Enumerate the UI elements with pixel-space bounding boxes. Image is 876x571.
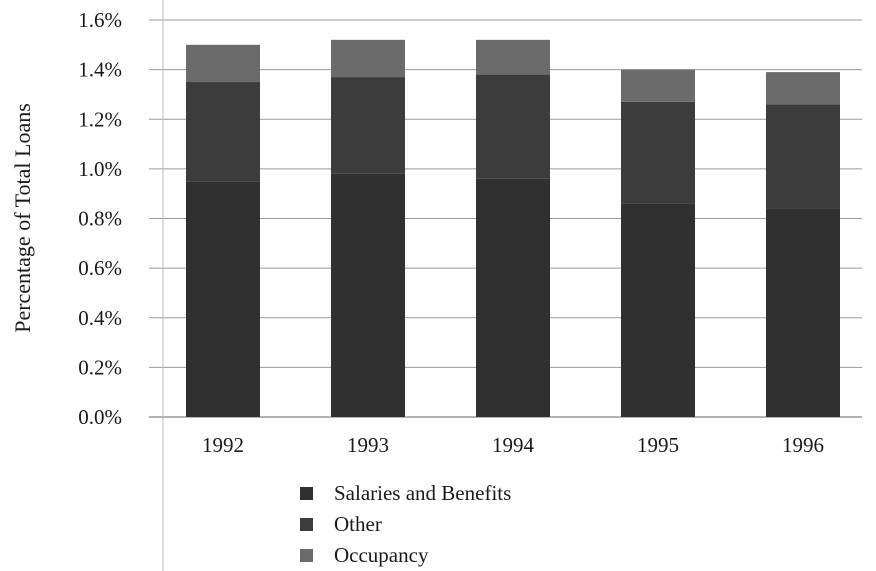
bars: [186, 39, 840, 417]
y-tick-label: 0.8%: [78, 207, 122, 231]
y-tick-label: 1.2%: [78, 107, 122, 131]
y-tick-label: 1.0%: [78, 157, 122, 181]
bar-occupancy-1994: [476, 39, 550, 75]
legend-swatch-occupancy: [300, 549, 313, 562]
bar-other-1992: [186, 82, 260, 182]
bar-occupancy-1996: [766, 72, 840, 105]
legend-label-occupancy: Occupancy: [334, 543, 429, 567]
legend-swatch-salaries: [300, 487, 313, 500]
legend-swatch-other: [300, 518, 313, 531]
bar-other-1993: [331, 77, 405, 174]
y-tick-label: 1.6%: [78, 8, 122, 32]
bar-salaries-1993: [331, 173, 405, 417]
legend-item-occupancy: Occupancy: [300, 540, 511, 571]
y-tick-label: 0.0%: [78, 405, 122, 429]
y-tick-label: 0.6%: [78, 256, 122, 280]
x-tick-label: 1995: [637, 433, 679, 457]
bar-occupancy-1993: [331, 39, 405, 78]
x-tick-label: 1996: [782, 433, 824, 457]
legend-label-salaries: Salaries and Benefits: [334, 481, 512, 505]
bar-salaries-1992: [186, 181, 260, 417]
x-tick-label: 1992: [202, 433, 244, 457]
y-tick-label: 1.4%: [78, 58, 122, 82]
bar-other-1996: [766, 104, 840, 209]
bar-occupancy-1992: [186, 44, 260, 83]
y-axis-title: Percentage of Total Loans: [10, 103, 35, 333]
x-axis-tick-labels: 1992 1993 1994 1995 1996: [202, 433, 824, 457]
y-tick-label: 0.2%: [78, 355, 122, 379]
x-tick-label: 1993: [347, 433, 389, 457]
x-tick-label: 1994: [492, 433, 535, 457]
bar-salaries-1996: [766, 208, 840, 417]
bar-salaries-1994: [476, 178, 550, 417]
legend: Salaries and Benefits Other Occupancy: [300, 478, 511, 571]
bar-other-1995: [621, 101, 695, 204]
legend-label-other: Other: [334, 512, 382, 536]
legend-item-other: Other: [300, 509, 511, 540]
y-axis-tick-labels: 0.0% 0.2% 0.4% 0.6% 0.8% 1.0% 1.2% 1.4% 1.6%: [78, 8, 122, 429]
bar-salaries-1995: [621, 203, 695, 417]
legend-item-salaries: Salaries and Benefits: [300, 478, 511, 509]
y-tick-label: 0.4%: [78, 306, 122, 330]
bar-other-1994: [476, 74, 550, 179]
bar-occupancy-1995: [621, 69, 695, 102]
